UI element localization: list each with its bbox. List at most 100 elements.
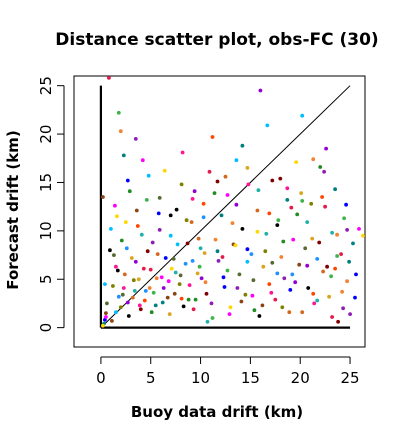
data-point — [237, 272, 242, 277]
data-point — [132, 289, 137, 293]
data-point — [118, 305, 123, 310]
data-point — [159, 275, 164, 280]
data-point — [320, 195, 324, 199]
data-point — [125, 178, 130, 183]
data-point — [103, 282, 107, 286]
data-point — [312, 301, 317, 306]
data-point — [275, 223, 280, 228]
data-point — [165, 295, 170, 300]
data-point — [294, 160, 299, 165]
data-point — [123, 220, 128, 225]
data-point — [341, 306, 345, 311]
data-point — [145, 249, 150, 254]
data-point — [255, 229, 260, 234]
data-point — [151, 290, 156, 295]
data-point — [275, 271, 280, 276]
data-point — [118, 129, 123, 134]
data-point — [279, 255, 284, 259]
data-point — [299, 191, 304, 196]
data-point — [251, 278, 256, 283]
data-point — [249, 252, 254, 256]
data-point — [205, 319, 210, 324]
data-point — [166, 279, 171, 284]
data-point — [168, 233, 173, 238]
data-point — [127, 189, 132, 194]
data-point — [199, 276, 204, 281]
data-point — [235, 286, 240, 290]
data-point — [193, 297, 198, 302]
reference-lines — [99, 85, 351, 329]
data-point — [148, 267, 153, 272]
data-point — [101, 195, 105, 199]
data-point — [140, 158, 145, 163]
data-point — [126, 314, 131, 318]
data-point — [351, 241, 355, 246]
data-point — [210, 135, 215, 139]
data-point — [344, 202, 348, 207]
data-point — [111, 284, 115, 288]
data-point — [133, 259, 138, 264]
data-point — [184, 218, 189, 223]
data-point — [230, 221, 235, 226]
data-point — [137, 303, 142, 308]
data-point — [196, 236, 201, 241]
data-point — [180, 150, 185, 155]
data-point — [105, 301, 109, 306]
data-point — [263, 249, 268, 254]
data-point — [191, 307, 196, 312]
data-point — [115, 268, 120, 273]
data-point — [189, 220, 194, 225]
data-point — [122, 272, 127, 277]
data-point — [124, 246, 129, 251]
plot-frame — [73, 75, 366, 348]
data-point — [147, 286, 152, 290]
data-point — [210, 316, 215, 320]
y-tick-label: 25 — [37, 76, 55, 95]
data-point — [175, 242, 180, 247]
data-point — [220, 255, 225, 259]
data-point — [318, 165, 323, 169]
data-point — [240, 143, 245, 148]
data-point — [289, 205, 294, 210]
data-point — [219, 213, 224, 218]
data-point — [201, 215, 206, 220]
data-point — [311, 291, 316, 296]
data-point — [257, 314, 262, 318]
x-tick-label: 15 — [241, 369, 260, 387]
x-axis-label: Buoy data drift (km) — [131, 403, 303, 421]
data-point — [204, 291, 209, 296]
data-point — [167, 312, 172, 316]
data-point — [293, 280, 298, 285]
data-point — [282, 276, 287, 281]
data-point — [269, 290, 274, 295]
data-point — [150, 240, 155, 245]
data-point — [104, 315, 108, 319]
data-point — [213, 237, 218, 242]
data-point — [154, 276, 159, 281]
data-point — [300, 113, 305, 118]
data-point — [345, 228, 349, 232]
data-point — [221, 275, 226, 280]
data-point — [246, 182, 251, 187]
data-point — [315, 298, 320, 303]
data-point — [273, 297, 278, 302]
y-tick-label: 0 — [37, 323, 55, 333]
data-point — [264, 231, 269, 236]
data-point — [186, 297, 191, 302]
data-point — [120, 292, 125, 297]
data-point — [139, 232, 144, 237]
data-point — [270, 178, 275, 183]
data-point — [291, 237, 296, 242]
data-point — [225, 193, 230, 197]
data-point — [353, 295, 357, 300]
y-tick-label: 10 — [37, 221, 55, 240]
data-point — [288, 288, 293, 292]
data-point — [261, 264, 266, 269]
data-point — [155, 252, 160, 256]
chart-title: Distance scatter plot, obs-FC (30) — [55, 30, 378, 50]
data-point — [245, 259, 250, 264]
data-point — [256, 188, 261, 193]
data-point — [142, 298, 147, 303]
data-point — [354, 272, 358, 277]
data-point — [215, 179, 220, 184]
